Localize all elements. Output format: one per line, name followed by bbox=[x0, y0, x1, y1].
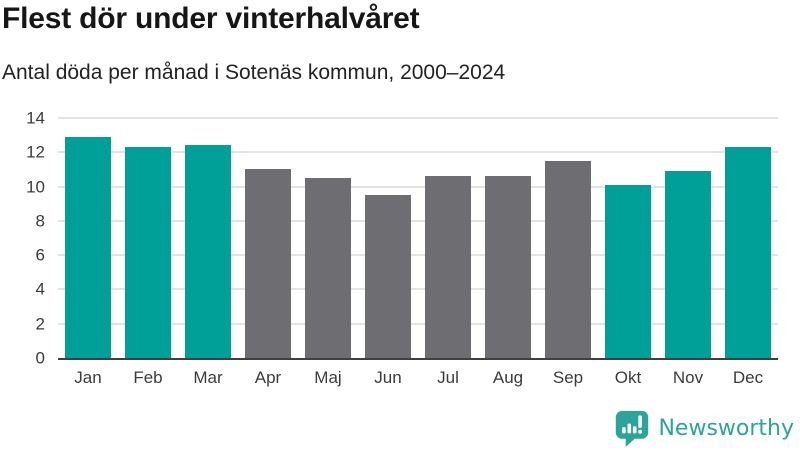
bar-slot-okt bbox=[598, 118, 658, 358]
y-tick-label-10: 10 bbox=[26, 177, 45, 197]
bar-jul bbox=[424, 176, 472, 358]
bar-nov bbox=[664, 171, 712, 358]
plot-area bbox=[58, 117, 778, 360]
bar-slot-apr bbox=[238, 118, 298, 358]
bar-slot-jun bbox=[358, 118, 418, 358]
x-tick-label-jun: Jun bbox=[374, 368, 402, 387]
bar-slot-maj bbox=[298, 118, 358, 358]
bar-jan bbox=[64, 136, 112, 358]
bar-slot-feb bbox=[118, 118, 178, 358]
x-tick-label-apr: Apr bbox=[254, 368, 282, 387]
y-tick-label-2: 2 bbox=[35, 314, 45, 334]
x-axis-tick-labels: Jan Feb Mar Apr Maj Jun Jul Aug Sep Okt Nov Dec bbox=[58, 368, 778, 388]
y-tick-label-8: 8 bbox=[35, 211, 45, 231]
gridline-y12 bbox=[58, 151, 778, 154]
newsworthy-wordmark: Newsworthy bbox=[658, 415, 794, 441]
bar-jun bbox=[364, 195, 412, 358]
y-tick-label-14: 14 bbox=[26, 108, 45, 128]
newsworthy-logo: Newsworthy bbox=[614, 408, 794, 448]
x-tick-label-mar: Mar bbox=[193, 368, 223, 387]
bar-slot-aug bbox=[478, 118, 538, 358]
x-tick-label-aug: Aug bbox=[492, 368, 524, 387]
x-tick-label-nov: Nov bbox=[672, 368, 704, 387]
bar-dec bbox=[724, 147, 772, 358]
y-tick-label-6: 6 bbox=[35, 245, 45, 265]
bar-slot-jan bbox=[58, 118, 118, 358]
x-tick-label-okt: Okt bbox=[614, 368, 642, 387]
bar-okt bbox=[604, 184, 652, 358]
gridline-y4 bbox=[58, 288, 778, 291]
bar-sep bbox=[544, 160, 592, 358]
y-tick-label-0: 0 bbox=[35, 348, 45, 368]
x-tick-label-jul: Jul bbox=[437, 368, 459, 387]
bar-slot-dec bbox=[718, 118, 778, 358]
bar-apr bbox=[244, 169, 292, 358]
gridline-y10 bbox=[58, 185, 778, 188]
bar-mar bbox=[184, 145, 232, 358]
gridline-y14 bbox=[58, 117, 778, 119]
newsworthy-speech-bubble-chart-icon bbox=[614, 409, 650, 447]
x-tick-label-sep: Sep bbox=[552, 368, 584, 387]
x-tick-label-dec: Dec bbox=[732, 368, 764, 387]
y-tick-label-12: 12 bbox=[26, 142, 45, 162]
bar-feb bbox=[124, 147, 172, 358]
gridline-y6 bbox=[58, 254, 778, 257]
gridline-y2 bbox=[58, 322, 778, 325]
bar-slot-sep bbox=[538, 118, 598, 358]
x-tick-label-feb: Feb bbox=[133, 368, 163, 387]
x-tick-label-jan: Jan bbox=[74, 368, 102, 387]
bar-slot-jul bbox=[418, 118, 478, 358]
x-tick-label-maj: Maj bbox=[314, 368, 342, 387]
gridline-y8 bbox=[58, 219, 778, 222]
bar-aug bbox=[484, 176, 532, 358]
chart-subtitle: Antal döda per månad i Sotenäs kommun, 2… bbox=[2, 61, 506, 84]
bar-maj bbox=[304, 178, 352, 358]
bar-series bbox=[58, 118, 778, 358]
y-tick-label-4: 4 bbox=[35, 279, 45, 299]
y-axis-tick-labels: 0 2 4 6 8 10 12 14 bbox=[0, 110, 45, 367]
chart-title: Flest dör under vinterhalvåret bbox=[2, 2, 420, 35]
bar-slot-mar bbox=[178, 118, 238, 358]
bar-slot-nov bbox=[658, 118, 718, 358]
